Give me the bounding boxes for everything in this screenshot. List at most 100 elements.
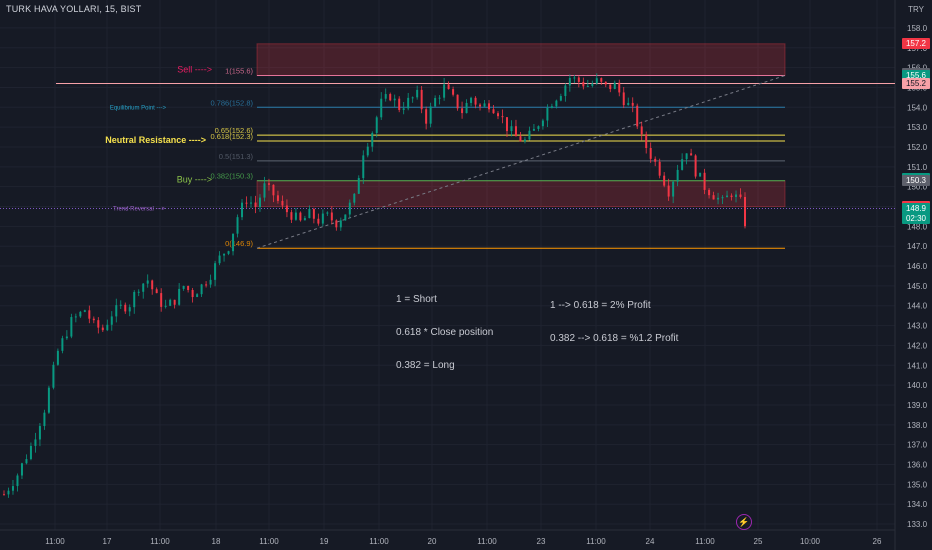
- shaded-zone: [256, 43, 786, 77]
- candle-body: [434, 98, 437, 107]
- annotation-line: 0.382 = Long: [396, 360, 455, 371]
- annotation-profit: 1 --> 0.618 = 2% Profit 0.382 --> 0.618 …: [550, 278, 678, 355]
- candle-body: [25, 459, 28, 464]
- candle-body: [317, 218, 320, 224]
- candle-body: [465, 102, 468, 114]
- candle-body: [425, 109, 428, 124]
- candle-body: [658, 161, 661, 176]
- time-tick-label: 11:00: [150, 537, 170, 546]
- candle-body: [128, 307, 131, 312]
- candle-body: [375, 117, 378, 133]
- candle-body: [735, 194, 738, 198]
- candle-body: [546, 107, 549, 121]
- candle-body: [510, 126, 513, 132]
- candle-body: [362, 155, 365, 179]
- time-tick-label: 11:00: [586, 537, 606, 546]
- candle-body: [83, 310, 86, 312]
- price-tick-label: 150.0: [907, 183, 928, 192]
- candle-body: [223, 253, 226, 256]
- candle-body: [514, 126, 517, 137]
- line-label: Equilibrium Point --->: [110, 105, 167, 111]
- candle-body: [321, 213, 324, 224]
- candle-body: [667, 185, 670, 197]
- currency-label: TRY: [908, 5, 924, 14]
- candle-body: [110, 316, 113, 325]
- price-tag: 155.6: [902, 70, 930, 82]
- candle-body: [573, 77, 576, 79]
- lightning-icon[interactable]: ⚡: [736, 514, 752, 530]
- candle-body: [568, 77, 571, 86]
- candle-body: [591, 83, 594, 86]
- candle-body: [681, 159, 684, 170]
- candle-body: [227, 251, 230, 254]
- candle-body: [124, 304, 127, 312]
- price-tag: 150.3: [902, 175, 930, 187]
- symbol-title[interactable]: TURK HAVA YOLLARI, 15, BIST: [6, 4, 142, 14]
- candle-body: [613, 82, 616, 90]
- candle-body: [11, 486, 14, 491]
- candle-body: [133, 292, 136, 308]
- annotation-line: 1 = Short: [396, 294, 437, 305]
- candle-body: [250, 202, 252, 204]
- time-tick-label: 17: [103, 537, 112, 546]
- candle-body: [456, 94, 459, 109]
- candle-body: [3, 494, 5, 496]
- shaded-zone: [256, 180, 786, 208]
- price-tick-label: 145.0: [907, 282, 928, 291]
- candle-body: [47, 387, 50, 413]
- candle-body: [272, 184, 275, 196]
- price-tick-label: 153.0: [907, 123, 928, 132]
- time-tick-label: 23: [537, 537, 546, 546]
- fib-level-label: 0.65(152.6): [215, 126, 254, 135]
- time-tick-label: 11:00: [45, 537, 65, 546]
- candle-body: [685, 153, 688, 160]
- price-tick-label: 138.0: [907, 421, 928, 430]
- candle-body: [452, 89, 455, 95]
- candle-body: [326, 212, 329, 214]
- candle-body: [285, 205, 288, 213]
- candle-body: [420, 89, 423, 110]
- candle-body: [65, 336, 68, 339]
- candle-body: [407, 97, 410, 109]
- candle-body: [101, 327, 104, 331]
- candle-body: [429, 106, 432, 124]
- time-tick-label: 10:00: [800, 537, 821, 546]
- candle-body: [56, 350, 59, 365]
- price-tick-label: 134.0: [907, 500, 928, 509]
- candle-body: [263, 183, 266, 198]
- candle-body: [649, 148, 652, 159]
- candle-body: [564, 85, 567, 97]
- candle-body: [600, 78, 603, 82]
- candle-body: [672, 181, 675, 197]
- candle-body: [169, 299, 172, 306]
- candle-body: [631, 102, 634, 106]
- candle-body: [348, 202, 351, 215]
- time-tick-label: 19: [320, 537, 329, 546]
- candle-body: [550, 106, 553, 108]
- candle-body: [690, 153, 693, 156]
- candle-body: [290, 212, 293, 220]
- candle-body: [559, 96, 562, 101]
- candle-body: [703, 172, 706, 190]
- candle-body: [43, 412, 46, 427]
- candle-body: [38, 426, 41, 440]
- candle-body: [595, 78, 598, 84]
- line-label: Neutral Resistance ---->: [105, 135, 206, 145]
- price-tick-label: 139.0: [907, 401, 928, 410]
- candle-body: [505, 117, 508, 132]
- candle-body: [187, 285, 190, 291]
- candle-body: [474, 97, 477, 105]
- candle-body: [694, 155, 697, 177]
- candle-body: [636, 105, 639, 127]
- candle-body: [312, 208, 315, 219]
- candle-body: [254, 202, 257, 208]
- candle-body: [416, 89, 419, 98]
- candle-body: [380, 98, 383, 118]
- fib-level-label: 0(146.9): [225, 239, 253, 248]
- time-tick-label: 20: [428, 537, 437, 546]
- candle-body: [267, 183, 270, 185]
- candle-body: [151, 280, 154, 290]
- price-tick-label: 137.0: [907, 441, 928, 450]
- price-tag: 157.2: [902, 38, 930, 50]
